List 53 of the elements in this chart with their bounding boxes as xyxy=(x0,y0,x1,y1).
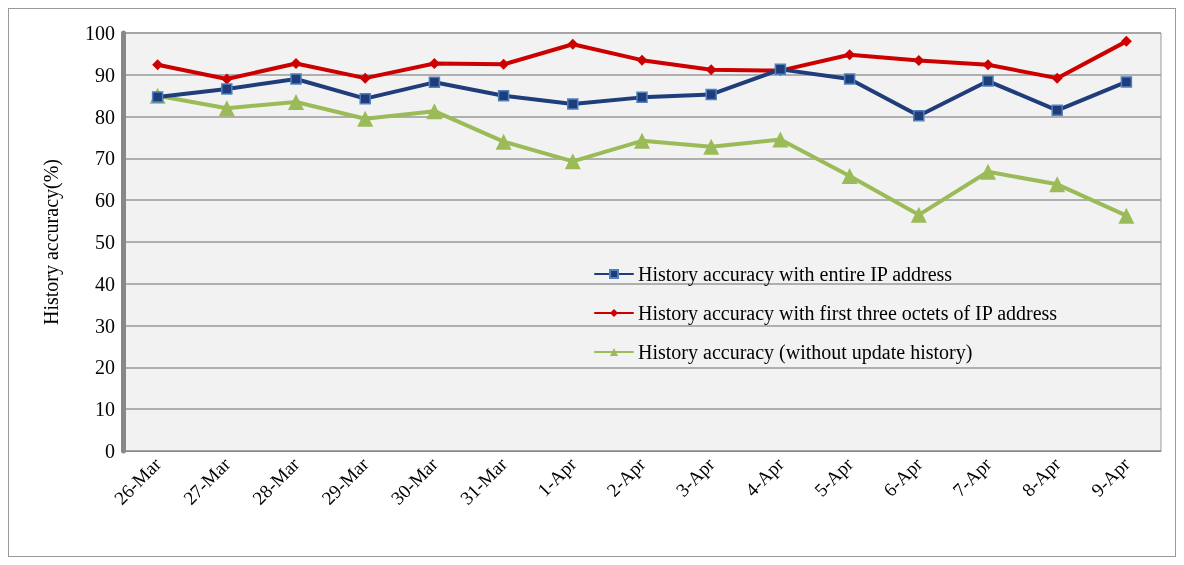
point xyxy=(221,73,233,85)
point xyxy=(843,73,856,85)
point xyxy=(497,89,510,102)
point xyxy=(705,88,717,101)
point xyxy=(1051,104,1063,117)
point xyxy=(357,110,374,127)
point xyxy=(151,91,164,103)
point xyxy=(221,83,233,95)
point xyxy=(428,76,441,89)
y-tick-label: 10 xyxy=(95,398,115,421)
point xyxy=(1049,176,1066,193)
point xyxy=(1051,72,1063,84)
y-tick-label: 70 xyxy=(95,147,115,170)
y-axis-title: History accuracy(%) xyxy=(40,158,63,326)
point xyxy=(426,103,443,120)
point xyxy=(564,153,581,170)
point xyxy=(703,138,720,155)
point xyxy=(218,100,235,117)
y-tick-label: 50 xyxy=(95,231,115,253)
y-tick-label: 60 xyxy=(95,189,115,212)
legend-label: History accuracy (without update history) xyxy=(638,341,973,364)
point xyxy=(288,93,304,110)
point xyxy=(980,163,996,180)
point xyxy=(634,132,650,149)
point xyxy=(290,58,302,70)
point xyxy=(428,58,440,70)
y-tick-label: 100 xyxy=(85,22,115,44)
y-tick-label: 30 xyxy=(95,314,115,337)
point xyxy=(567,38,579,50)
point xyxy=(359,72,371,84)
legend-label: History accuracy with first three octets of IP address xyxy=(638,302,1058,325)
point xyxy=(495,133,512,150)
y-tick-label: 40 xyxy=(95,272,115,295)
point xyxy=(567,98,579,110)
point xyxy=(1118,207,1135,224)
point xyxy=(636,91,648,104)
y-tick-label: 0 xyxy=(105,440,115,462)
point xyxy=(636,54,648,66)
point xyxy=(1120,35,1132,47)
point xyxy=(290,73,302,85)
point xyxy=(841,167,858,184)
point xyxy=(772,131,789,148)
y-tick-label: 20 xyxy=(95,356,115,379)
point xyxy=(152,59,164,71)
point xyxy=(913,110,925,122)
point xyxy=(359,92,371,105)
y-tick-label: 90 xyxy=(95,63,115,86)
y-tick-label: 80 xyxy=(95,105,115,128)
point xyxy=(910,206,927,223)
point xyxy=(982,75,994,87)
point xyxy=(498,58,510,70)
legend-label: History accuracy with entire IP address xyxy=(638,263,953,286)
point xyxy=(1120,76,1133,88)
